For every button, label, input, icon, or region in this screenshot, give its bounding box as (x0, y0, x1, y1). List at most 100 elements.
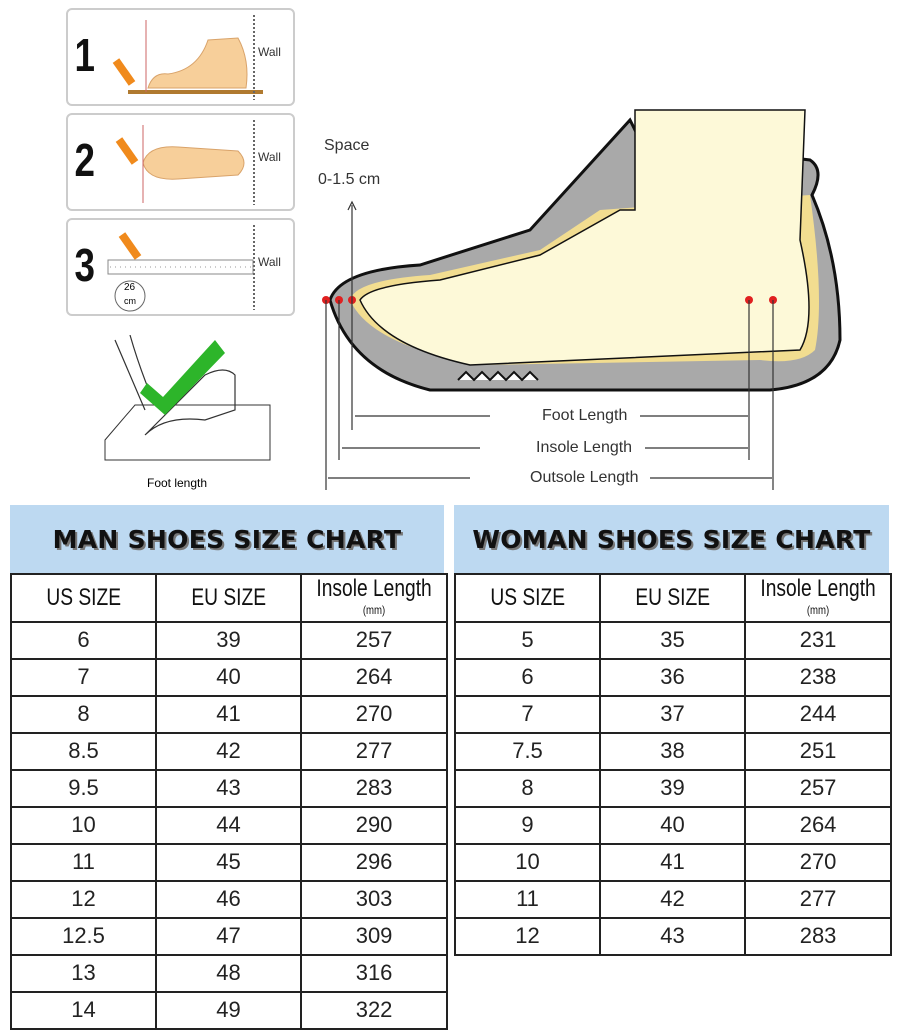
eu-size-cell: 40 (155, 657, 302, 697)
man-size-table: US SIZE EU SIZE Insole Length (mm) 6 39 257… (10, 573, 449, 1030)
table-row: 5 35 231 (454, 620, 893, 660)
us-size-cell: 13 (10, 953, 157, 993)
eu-size-cell: 40 (599, 805, 746, 845)
table-row: 7.5 38 251 (454, 731, 893, 771)
insole-length-cell: 290 (299, 805, 449, 845)
eu-size-cell: 46 (155, 879, 302, 919)
us-size-cell: 9 (454, 805, 601, 845)
woman-size-table: US SIZE EU SIZE Insole Length (mm) 5 35 231… (454, 573, 893, 956)
eu-size-cell: 42 (155, 731, 302, 771)
us-size-cell: 5 (454, 620, 601, 660)
insole-length-cell: 231 (743, 620, 893, 660)
eu-size-header: EU SIZE (155, 573, 302, 623)
insole-length-cell: 316 (299, 953, 449, 993)
insole-length-cell: 270 (743, 842, 893, 882)
table-row: 9 40 264 (454, 805, 893, 845)
us-size-header: US SIZE (10, 573, 157, 623)
step-1-panel: 1 Wall (66, 8, 295, 106)
insole-length-cell: 277 (743, 879, 893, 919)
us-size-cell: 12.5 (10, 916, 157, 956)
us-size-cell: 12 (10, 879, 157, 919)
foot-top-illustration (115, 120, 255, 205)
us-size-cell: 10 (454, 842, 601, 882)
eu-size-cell: 39 (155, 620, 302, 660)
insole-length-header: Insole Length (mm) (299, 573, 449, 623)
eu-size-cell: 39 (599, 768, 746, 808)
insole-length-cell: 309 (299, 916, 449, 956)
eu-size-cell: 41 (155, 694, 302, 734)
step-2-panel: 2 Wall (66, 113, 295, 211)
foot-side-illustration (112, 15, 263, 100)
us-size-cell: 12 (454, 916, 601, 956)
eu-size-cell: 48 (155, 953, 302, 993)
eu-size-cell: 43 (155, 768, 302, 808)
insole-length-cell: 238 (743, 657, 893, 697)
woman-chart-title: WOMAN SHOES SIZE CHART (454, 505, 889, 573)
insole-length-cell: 322 (299, 990, 449, 1030)
table-row: 12 46 303 (10, 879, 449, 919)
us-size-cell: 6 (454, 657, 601, 697)
eu-size-cell: 45 (155, 842, 302, 882)
table-row: 6 39 257 (10, 620, 449, 660)
table-row: 8 39 257 (454, 768, 893, 808)
foot-length-caption: Foot length (147, 476, 208, 490)
eu-size-cell: 47 (155, 916, 302, 956)
table-row: 10 41 270 (454, 842, 893, 882)
measure-unit: cm (124, 296, 136, 306)
insole-length-cell: 264 (743, 805, 893, 845)
us-size-cell: 8.5 (10, 731, 157, 771)
eu-size-cell: 35 (599, 620, 746, 660)
man-chart-title: MAN SHOES SIZE CHART (10, 505, 444, 573)
table-row: 11 45 296 (10, 842, 449, 882)
table-header-row: US SIZE EU SIZE Insole Length (mm) (10, 573, 449, 623)
insole-length-cell: 244 (743, 694, 893, 734)
eu-size-cell: 43 (599, 916, 746, 956)
us-size-cell: 8 (454, 768, 601, 808)
eu-size-cell: 41 (599, 842, 746, 882)
space-label: Space (324, 137, 370, 154)
insole-length-cell: 296 (299, 842, 449, 882)
us-size-cell: 7 (454, 694, 601, 734)
table-row: 7 37 244 (454, 694, 893, 734)
measure-value: 26 (124, 282, 136, 293)
table-row: 8 41 270 (10, 694, 449, 734)
table-row: 7 40 264 (10, 657, 449, 697)
space-value: 0-1.5 cm (318, 171, 381, 188)
step-number: 2 (74, 134, 96, 186)
eu-size-cell: 42 (599, 879, 746, 919)
us-size-cell: 7.5 (454, 731, 601, 771)
table-row: 11 42 277 (454, 879, 893, 919)
table-row: 6 36 238 (454, 657, 893, 697)
insole-length-cell: 257 (299, 620, 449, 660)
eu-size-cell: 38 (599, 731, 746, 771)
us-size-cell: 6 (10, 620, 157, 660)
shoe-diagram (322, 109, 842, 490)
insole-length-cell: 277 (299, 731, 449, 771)
table-row: 12 43 283 (454, 916, 893, 956)
step-number: 3 (74, 239, 96, 291)
us-size-cell: 8 (10, 694, 157, 734)
insole-length-cell: 264 (299, 657, 449, 697)
insole-length-cell: 303 (299, 879, 449, 919)
us-size-cell: 11 (10, 842, 157, 882)
step-3-panel: 3 Wall 26 cm (66, 218, 295, 316)
eu-size-cell: 36 (599, 657, 746, 697)
ruler-illustration (107, 225, 255, 312)
us-size-cell: 11 (454, 879, 601, 919)
insole-length-cell: 283 (743, 916, 893, 956)
eu-size-cell: 49 (155, 990, 302, 1030)
us-size-header: US SIZE (454, 573, 601, 623)
us-size-cell: 14 (10, 990, 157, 1030)
foot-length-label: Foot Length (542, 407, 628, 424)
foot-length-illustration (104, 335, 271, 461)
table-row: 14 49 322 (10, 990, 449, 1030)
insole-length-cell: 257 (743, 768, 893, 808)
insole-length-cell: 283 (299, 768, 449, 808)
us-size-cell: 7 (10, 657, 157, 697)
table-row: 12.5 47 309 (10, 916, 449, 956)
insole-length-cell: 270 (299, 694, 449, 734)
eu-size-cell: 37 (599, 694, 746, 734)
table-header-row: US SIZE EU SIZE Insole Length (mm) (454, 573, 893, 623)
eu-size-header: EU SIZE (599, 573, 746, 623)
eu-size-cell: 44 (155, 805, 302, 845)
